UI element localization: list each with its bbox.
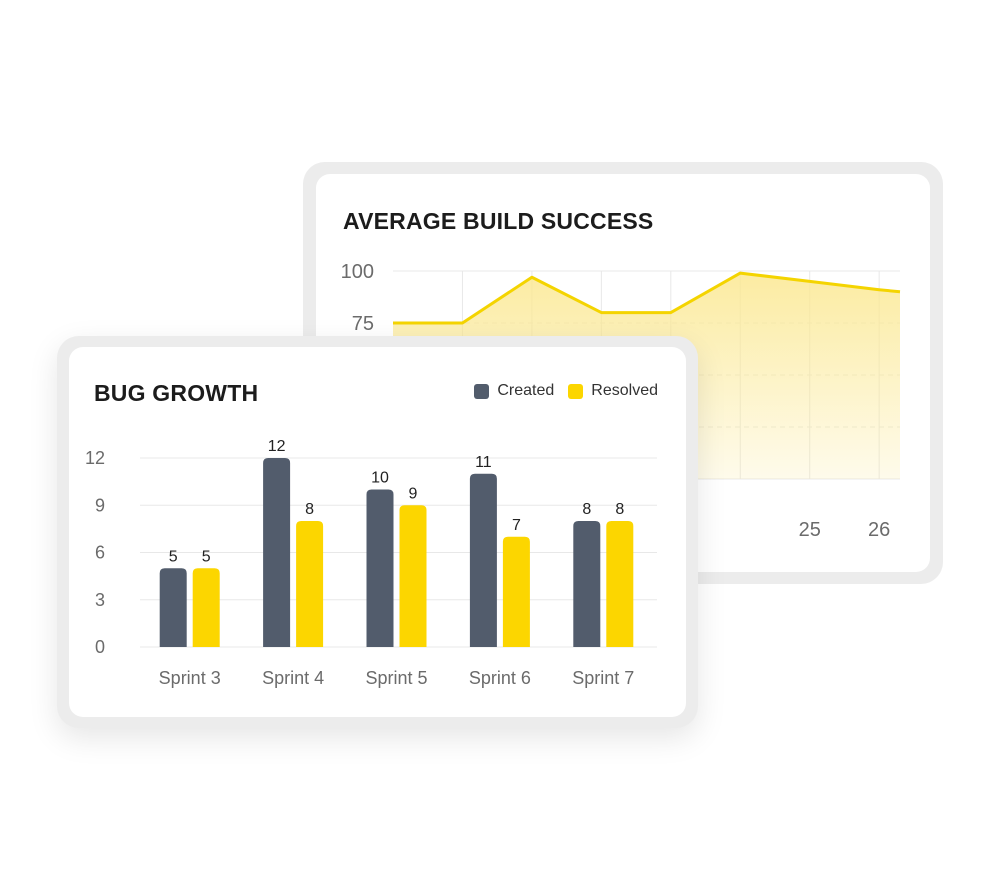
build-x-tick-26: 26 xyxy=(868,519,890,541)
build-success-line xyxy=(393,271,901,325)
bar-resolved-5 xyxy=(399,505,427,647)
bar-label-resolved-3: 5 xyxy=(202,548,211,565)
bar-label-resolved-5: 9 xyxy=(409,485,418,502)
bar-created-6 xyxy=(469,473,497,647)
bar-resolved-7 xyxy=(606,521,634,647)
bar-label-created-3: 5 xyxy=(169,548,178,565)
bug-y-tick-0: 0 xyxy=(95,637,105,657)
bug-y-tick-6: 6 xyxy=(95,543,105,563)
build-y-tick-100: 100 xyxy=(341,261,374,283)
bar-created-5 xyxy=(366,489,394,647)
legend-item-resolved: Resolved xyxy=(568,382,658,400)
legend-label-created: Created xyxy=(497,382,555,399)
bar-label-created-5: 10 xyxy=(371,470,389,487)
bug-x-tick-3: Sprint 3 xyxy=(159,668,221,688)
bug-x-tick-6: Sprint 6 xyxy=(469,668,531,688)
bar-label-created-4: 12 xyxy=(268,438,286,455)
bar-label-created-6: 11 xyxy=(475,454,492,471)
legend-swatch-resolved xyxy=(568,383,584,399)
bar-label-resolved-6: 7 xyxy=(512,517,521,534)
bug-y-tick-9: 9 xyxy=(95,495,105,515)
bar-created-4 xyxy=(263,458,291,647)
bar-label-created-7: 8 xyxy=(582,501,591,518)
legend-swatch-created xyxy=(474,383,490,399)
build-x-tick-25: 25 xyxy=(799,519,821,541)
bug-y-tick-12: 12 xyxy=(85,448,105,468)
build-success-title: AVERAGE BUILD SUCCESS xyxy=(343,208,654,234)
bug-x-tick-7: Sprint 7 xyxy=(572,668,634,688)
build-y-tick-75: 75 xyxy=(352,313,374,335)
bug-y-tick-3: 3 xyxy=(95,590,105,610)
bar-created-7 xyxy=(573,521,601,647)
bug-x-tick-4: Sprint 4 xyxy=(262,668,324,688)
bug-growth-title: BUG GROWTH xyxy=(94,380,259,406)
bug-growth-card: BUG GROWTH Created Resolved 0 3 6 9 12 5 5 Spri… xyxy=(69,347,686,717)
bug-growth-chart: 0 3 6 9 12 5 5 Sprint 3 12 8 Sprint 4 10 9 Sprint 5 11… xyxy=(85,438,657,688)
bug-growth-legend: Created Resolved xyxy=(460,382,658,400)
bar-created-3 xyxy=(159,568,187,647)
bar-resolved-4 xyxy=(296,521,324,647)
bug-x-tick-5: Sprint 5 xyxy=(365,668,427,688)
legend-label-resolved: Resolved xyxy=(591,382,658,399)
bar-resolved-3 xyxy=(192,568,220,647)
legend-item-created: Created xyxy=(474,382,554,400)
bar-resolved-6 xyxy=(502,536,530,647)
bar-label-resolved-7: 8 xyxy=(615,501,624,518)
bar-label-resolved-4: 8 xyxy=(305,501,314,518)
